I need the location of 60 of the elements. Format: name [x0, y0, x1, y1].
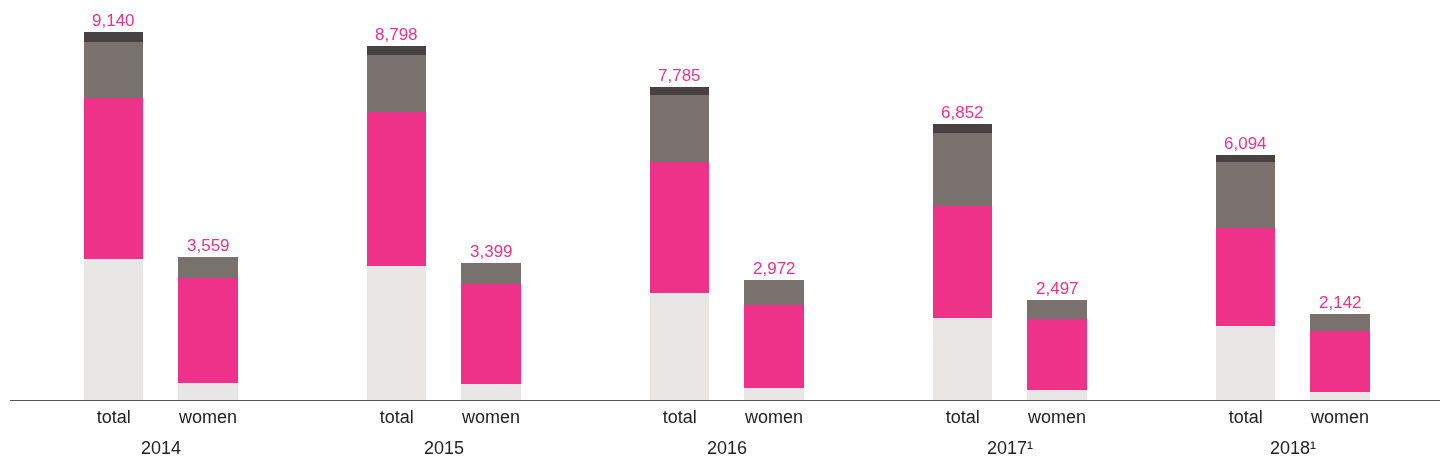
annotation: 2,497 [1036, 279, 1079, 298]
x-tick-label: women [744, 406, 804, 427]
x-tick-label: total [662, 406, 697, 427]
bar [367, 266, 427, 400]
bar [1215, 228, 1276, 327]
bar [178, 256, 238, 278]
bar [178, 277, 238, 383]
bar [461, 284, 521, 384]
bar [1310, 313, 1370, 332]
annotation: 3,399 [470, 242, 513, 261]
annotation: 6,094 [1224, 134, 1267, 153]
annotation: 9,140 [92, 11, 135, 30]
bar [1027, 299, 1087, 320]
bar [1215, 154, 1276, 162]
text: 2015 [424, 438, 465, 458]
bar [932, 205, 993, 318]
bar [650, 86, 710, 95]
x-tick-label: women [178, 406, 238, 427]
bar [932, 317, 993, 400]
bar [461, 383, 521, 400]
annotation: 7,785 [658, 66, 701, 85]
annotation: 2,142 [1319, 293, 1362, 312]
bar [650, 94, 710, 163]
bar [461, 263, 521, 285]
bar [744, 304, 804, 388]
bar [1215, 326, 1276, 400]
bar [84, 258, 144, 400]
bar [178, 382, 238, 400]
x-tick-label: total [1228, 406, 1263, 427]
bar [367, 112, 427, 267]
bar [1215, 161, 1276, 229]
bar [744, 387, 804, 400]
annotation: 3,559 [187, 236, 230, 255]
bar [84, 32, 144, 43]
x-tick-label: women [1027, 406, 1087, 427]
annotation: 2,972 [753, 259, 796, 278]
x-tick-label: total [945, 406, 980, 427]
bar [367, 54, 427, 113]
bar [650, 162, 710, 293]
text: 2018¹ [1270, 438, 1317, 458]
bar [1027, 389, 1087, 400]
bar [650, 292, 710, 400]
x-tick-label: women [461, 406, 521, 427]
text: 2014 [141, 438, 182, 458]
annotation: 6,852 [941, 103, 984, 122]
bar [1027, 319, 1087, 390]
bar [1310, 391, 1370, 400]
bar [932, 124, 993, 134]
text: 2016 [707, 438, 748, 458]
bar [744, 280, 804, 305]
x-tick-label: total [379, 406, 414, 427]
text: 2017¹ [987, 438, 1034, 458]
bar [84, 97, 144, 259]
x-tick-label: women [1309, 406, 1370, 427]
bar [932, 133, 993, 206]
bar [367, 45, 427, 55]
annotation: 8,798 [375, 25, 418, 44]
bar [84, 42, 144, 98]
bar [1310, 331, 1370, 392]
x-tick-label: total [96, 406, 131, 427]
